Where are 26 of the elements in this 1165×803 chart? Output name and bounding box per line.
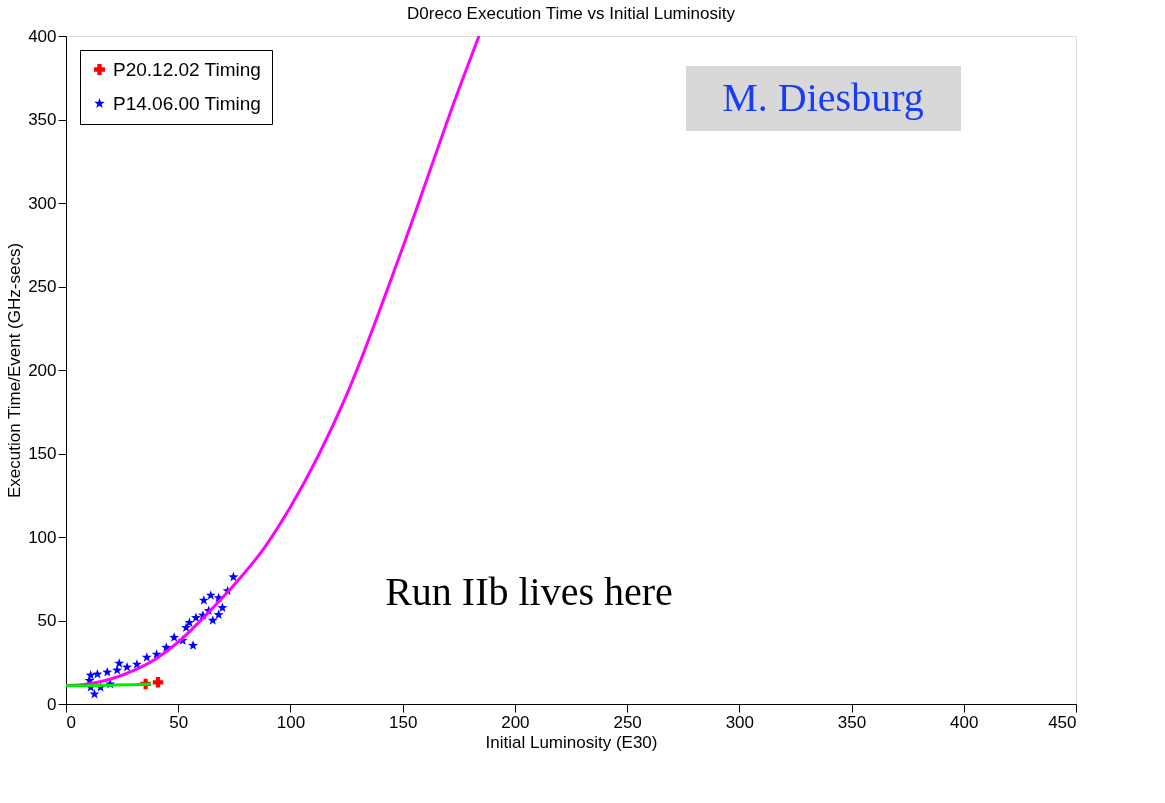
x-axis-title: Initial Luminosity (E30)	[485, 732, 658, 752]
y-tick-label: 350	[28, 110, 57, 129]
y-axis-title: Execution Time/Event (GHz-secs)	[5, 242, 25, 499]
chart-title: D0reco Execution Time vs Initial Luminosity	[407, 4, 736, 23]
x-tick-label: 200	[501, 712, 530, 732]
x-tick-label: 250	[613, 712, 642, 732]
x-tick-label: 350	[837, 712, 867, 732]
annotation: M. Diesburg	[722, 75, 924, 120]
annotation: Run IIb lives here	[385, 569, 673, 614]
y-tick-label: 400	[28, 26, 57, 46]
y-tick-label: 0	[47, 694, 57, 714]
y-tick-label: 100	[28, 527, 57, 547]
legend-label: P14.06.00 Timing	[113, 92, 261, 114]
legend-label: P20.12.02 Timing	[113, 58, 261, 80]
x-tick-label: 400	[950, 712, 979, 732]
y-tick-label: 150	[28, 444, 57, 463]
y-tick-label: 250	[28, 277, 57, 296]
x-tick-label: 0	[66, 712, 76, 732]
y-tick-label: 300	[28, 193, 57, 213]
x-tick-label: 100	[276, 712, 306, 732]
y-tick-label: 200	[28, 360, 57, 380]
x-tick-label: 50	[169, 712, 189, 732]
x-tick-label: 300	[725, 712, 755, 732]
x-tick-label: 450	[1048, 712, 1077, 732]
y-tick-label: 50	[37, 611, 57, 630]
x-tick-label: 150	[388, 712, 418, 732]
